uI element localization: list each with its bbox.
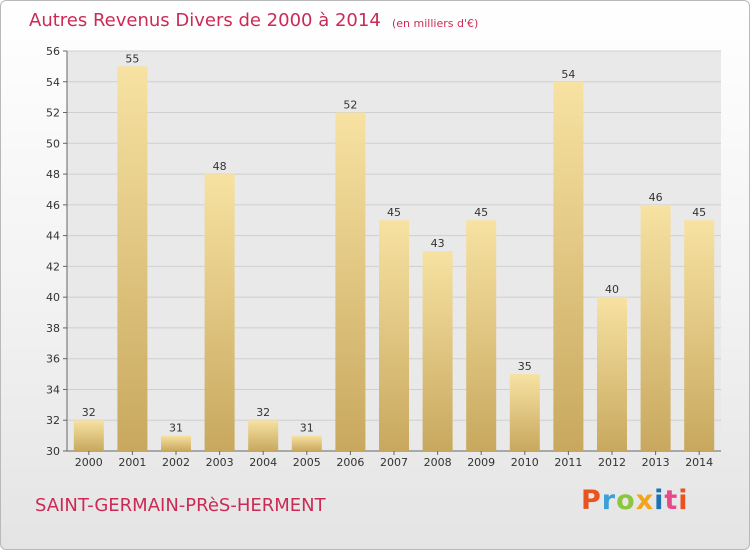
chart-subtitle: (en milliers d'€)	[392, 17, 479, 30]
axis-layer: 30 32 34 36 38 40 42 44 46 48 50 52 54 56 2000 2001 2002…	[46, 45, 721, 469]
y-tick-label: 32	[46, 414, 60, 427]
value-label: 31	[300, 422, 314, 435]
chart-title: Autres Revenus Divers de 2000 à 2014	[29, 10, 381, 31]
x-tick-label: 2006	[336, 456, 364, 469]
x-tick-label: 2000	[75, 456, 103, 469]
bar	[466, 220, 497, 451]
bar	[684, 220, 715, 451]
location-name: SAINT-GERMAIN-PRèS-HERMENT	[35, 495, 326, 516]
y-tick-label: 30	[46, 445, 60, 458]
x-tick-label: 2013	[642, 456, 670, 469]
value-label: 45	[474, 206, 488, 219]
y-tick-label: 56	[46, 45, 60, 58]
value-label: 35	[518, 360, 532, 373]
y-tick-label: 44	[46, 230, 60, 243]
x-tick-label: 2007	[380, 456, 408, 469]
value-label: 48	[213, 160, 227, 173]
bar	[553, 81, 584, 452]
value-label: 52	[343, 99, 357, 112]
bar	[117, 66, 148, 451]
y-tick-label: 52	[46, 107, 60, 120]
bar	[640, 204, 671, 451]
bar	[422, 251, 453, 451]
bar	[379, 220, 409, 451]
value-label: 32	[82, 406, 96, 419]
value-label: 32	[256, 406, 270, 419]
value-label: 45	[387, 206, 401, 219]
x-tick-label: 2001	[118, 456, 146, 469]
label-layer: 32 55 31 48 32 31 52 45 43 45 35 54 40 46 45	[82, 52, 706, 434]
x-tick-label: 2012	[598, 456, 626, 469]
y-tick-label: 36	[46, 353, 60, 366]
logo-letter: i	[654, 485, 665, 516]
y-tick-label: 40	[46, 291, 60, 304]
y-tick-label: 48	[46, 168, 60, 181]
x-tick-label: 2004	[249, 456, 277, 469]
logo-letter: i	[678, 485, 689, 516]
bar	[204, 174, 235, 452]
bar	[291, 435, 322, 451]
proxiti-logo[interactable]: Proxiti	[581, 485, 689, 516]
bar-layer	[73, 66, 715, 452]
x-tick-label: 2003	[206, 456, 234, 469]
y-tick-label: 42	[46, 260, 60, 273]
value-label: 46	[649, 191, 663, 204]
logo-letter: o	[616, 485, 636, 516]
x-tick-label: 2002	[162, 456, 190, 469]
x-tick-label: 2011	[554, 456, 582, 469]
x-tick-label: 2014	[685, 456, 713, 469]
x-tick-label: 2005	[293, 456, 321, 469]
bar	[509, 374, 540, 451]
value-label: 54	[561, 68, 575, 81]
logo-letter: P	[581, 485, 602, 516]
logo-letter: t	[664, 485, 679, 516]
y-tick-label: 38	[46, 322, 60, 335]
value-label: 31	[169, 422, 183, 435]
value-label: 45	[692, 206, 706, 219]
y-tick-label: 50	[46, 137, 60, 150]
bar	[248, 420, 279, 451]
logo-letter: r	[601, 485, 617, 516]
bar	[335, 112, 366, 452]
bar	[597, 297, 627, 451]
y-tick-label: 46	[46, 199, 60, 212]
logo-letter: x	[635, 485, 655, 516]
value-label: 43	[431, 237, 445, 250]
value-label: 55	[125, 52, 139, 65]
x-tick-label: 2008	[424, 456, 452, 469]
x-tick-label: 2009	[467, 456, 495, 469]
value-label: 40	[605, 283, 619, 296]
y-tick-label: 54	[46, 76, 60, 89]
x-tick-label: 2010	[511, 456, 539, 469]
y-tick-label: 34	[46, 383, 60, 396]
bar	[161, 435, 191, 451]
bar	[73, 420, 104, 451]
